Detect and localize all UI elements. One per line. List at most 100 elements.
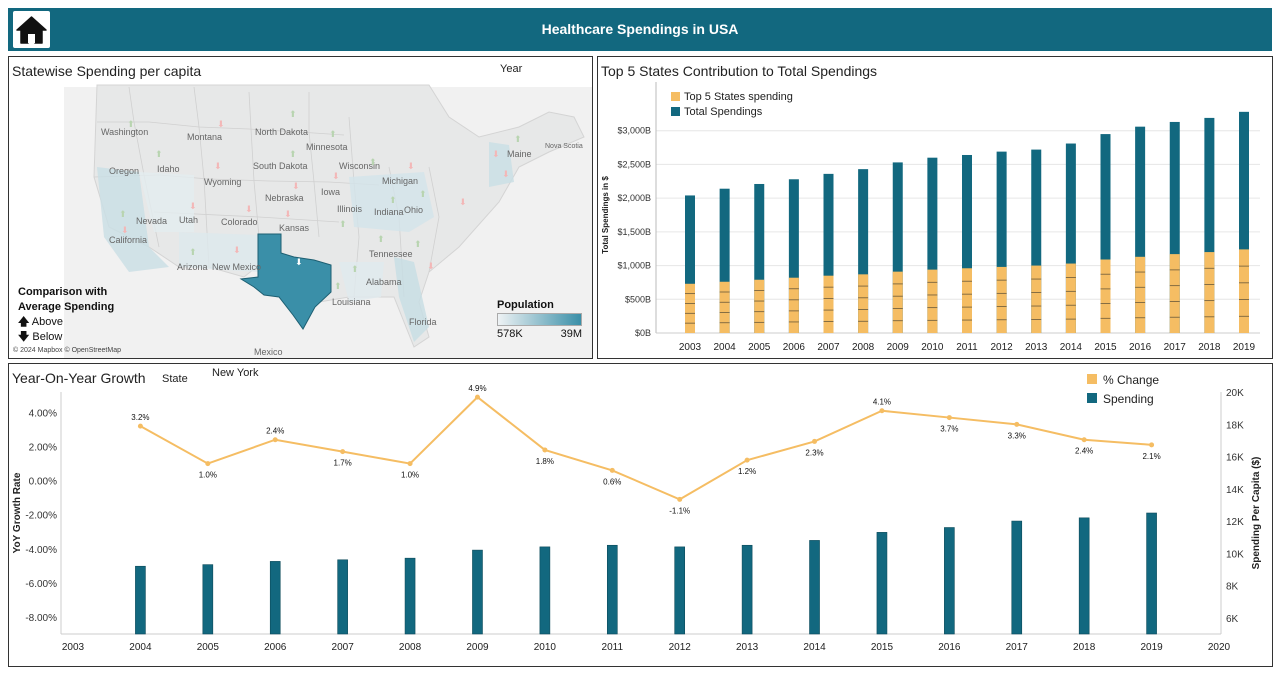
- pct-change-data-label: 2.1%: [1142, 452, 1160, 461]
- pct-change-data-label: -1.1%: [669, 506, 690, 515]
- arrow-down-icon: ⬇: [502, 169, 510, 179]
- bar-total: [1135, 126, 1146, 333]
- pct-change-data-label: 4.9%: [468, 384, 486, 393]
- x-tick-label: 2020: [1208, 642, 1231, 653]
- bar-top5: [892, 271, 903, 333]
- arrow-up-icon: ⬆: [189, 247, 197, 257]
- pct-change-data-label: 1.8%: [536, 457, 554, 466]
- pct-change-data-label: 1.7%: [334, 459, 352, 468]
- label-michigan: Michigan: [382, 176, 418, 186]
- bar-top5: [1135, 256, 1146, 333]
- us-map[interactable]: Washington Oregon Idaho Montana Wyoming …: [9, 57, 592, 358]
- arrow-up-icon: ⬆: [369, 157, 377, 167]
- x-tick-label: 2003: [62, 642, 85, 653]
- nevada-utah-shape[interactable]: [139, 172, 194, 232]
- bar-chart-panel: Top 5 States Contribution to Total Spend…: [597, 56, 1273, 359]
- y-tick-label: $3,000B: [617, 126, 651, 136]
- x-tick-label: 2008: [399, 642, 422, 653]
- bar-total: [1169, 121, 1180, 333]
- x-tick-label: 2010: [921, 342, 944, 353]
- y-axis-label: Total Spendings in $: [601, 176, 610, 254]
- california-shape[interactable]: [97, 167, 169, 272]
- arrow-up-icon: ⬆: [389, 195, 397, 205]
- label-arizona: Arizona: [177, 262, 208, 272]
- spending-bar: [674, 546, 686, 635]
- label-minnesota: Minnesota: [306, 142, 348, 152]
- state-filter-value[interactable]: New York: [212, 367, 259, 379]
- bar-chart-title: Top 5 States Contribution to Total Spend…: [601, 63, 878, 79]
- pct-change-data-label: 4.1%: [873, 398, 891, 407]
- bar-top5: [1065, 263, 1076, 333]
- comparison-legend: Comparison with Average Spending 🡅 Above…: [18, 285, 114, 345]
- bar-total: [685, 195, 695, 333]
- pct-change-point: [677, 496, 683, 502]
- label-tennessee: Tennessee: [369, 249, 413, 259]
- legend-swatch: [671, 92, 680, 101]
- x-tick-label: 2013: [1025, 342, 1048, 353]
- arrow-down-icon: ⬇: [295, 257, 303, 267]
- pct-change-data-label: 2.3%: [805, 448, 823, 457]
- x-tick-label: 2006: [783, 342, 806, 353]
- texas-shape[interactable]: [239, 233, 332, 330]
- year-filter-label[interactable]: Year: [500, 63, 523, 75]
- florida-shape[interactable]: [394, 257, 429, 342]
- x-tick-label: 2005: [748, 342, 771, 353]
- arrow-down-icon: ⬇: [214, 161, 222, 171]
- arrow-up-icon: ⬆: [329, 129, 337, 139]
- spending-bar: [876, 532, 888, 635]
- state-labels: Washington Oregon Idaho Montana Wyoming …: [101, 127, 583, 357]
- bar-total: [1204, 117, 1215, 333]
- legend-below: 🡇 Below: [18, 330, 114, 345]
- bar-chart[interactable]: $0B $500B $1,000B $1,500B $2,000B $2,500B $3,0…: [598, 57, 1272, 358]
- population-legend-title: Population: [497, 299, 554, 311]
- spending-bar: [1011, 520, 1023, 635]
- bar-total: [1031, 149, 1042, 333]
- pct-change-data-label: 3.2%: [131, 413, 149, 422]
- legend-above-label: Above: [31, 316, 63, 328]
- yoy-chart[interactable]: 4.00% 2.00% 0.00% -2.00% -4.00% -6.00% -8.00% 2…: [9, 364, 1272, 666]
- arizona-newmexico-shape[interactable]: [179, 232, 259, 272]
- southeast-shape[interactable]: [339, 262, 384, 302]
- y-right-tick-label: 14K: [1226, 485, 1244, 496]
- x-tick-label: 2018: [1198, 342, 1221, 353]
- pct-change-point: [879, 408, 885, 414]
- x-tick-label: 2015: [871, 642, 894, 653]
- label-illinois: Illinois: [337, 204, 363, 214]
- y-left-tick-label: 0.00%: [29, 477, 57, 488]
- x-tick-label: 2003: [679, 342, 702, 353]
- pct-change-point: [609, 467, 615, 473]
- dashboard-header: Healthcare Spendings in USA: [8, 8, 1272, 51]
- pct-change-line: [139, 395, 1152, 501]
- label-ohio: Ohio: [404, 205, 423, 215]
- x-tick-label: 2019: [1140, 642, 1163, 653]
- label-wyoming: Wyoming: [204, 177, 241, 187]
- label-mexico: Mexico: [254, 347, 283, 357]
- midwest-shape[interactable]: [349, 172, 434, 232]
- label-nebraska: Nebraska: [265, 193, 304, 203]
- pct-change-point: [946, 415, 952, 421]
- bar-total: [788, 179, 799, 333]
- legend-label: Top 5 States spending: [684, 91, 793, 103]
- comparison-legend-title-1: Comparison with: [18, 286, 108, 298]
- home-button[interactable]: [13, 11, 50, 48]
- y-left-tick-label: -2.00%: [25, 511, 57, 522]
- pct-change-point: [407, 461, 413, 467]
- legend-below-label: Below: [32, 331, 63, 343]
- pct-change-point: [272, 437, 278, 443]
- arrow-down-icon: ⬇: [121, 225, 129, 235]
- y-left-axis-label: YoY Growth Rate: [12, 472, 23, 553]
- x-tick-label: 2016: [938, 642, 961, 653]
- comparison-arrows: ⬆ ⬆ ⬇ ⬇ ⬆ ⬇ ⬇ ⬇ ⬆ ⬇ ⬆ ⬆ ⬇ ⬇ ⬆ ⬇ ⬆ ⬆ ⬇ ⬆ …: [119, 109, 522, 291]
- spending-bar: [202, 564, 214, 635]
- bar-total: [719, 188, 730, 333]
- legend-swatch: [1087, 393, 1097, 403]
- northeast-shape[interactable]: [489, 142, 514, 187]
- pct-change-point: [542, 447, 548, 453]
- bar-top5: [788, 277, 799, 333]
- legend-label: Spending: [1103, 392, 1154, 406]
- label-colorado: Colorado: [221, 217, 258, 227]
- label-florida: Florida: [409, 317, 437, 327]
- legend-above: 🡅 Above: [18, 315, 114, 330]
- x-tick-label: 2011: [602, 642, 624, 653]
- x-tick-label: 2010: [534, 642, 557, 653]
